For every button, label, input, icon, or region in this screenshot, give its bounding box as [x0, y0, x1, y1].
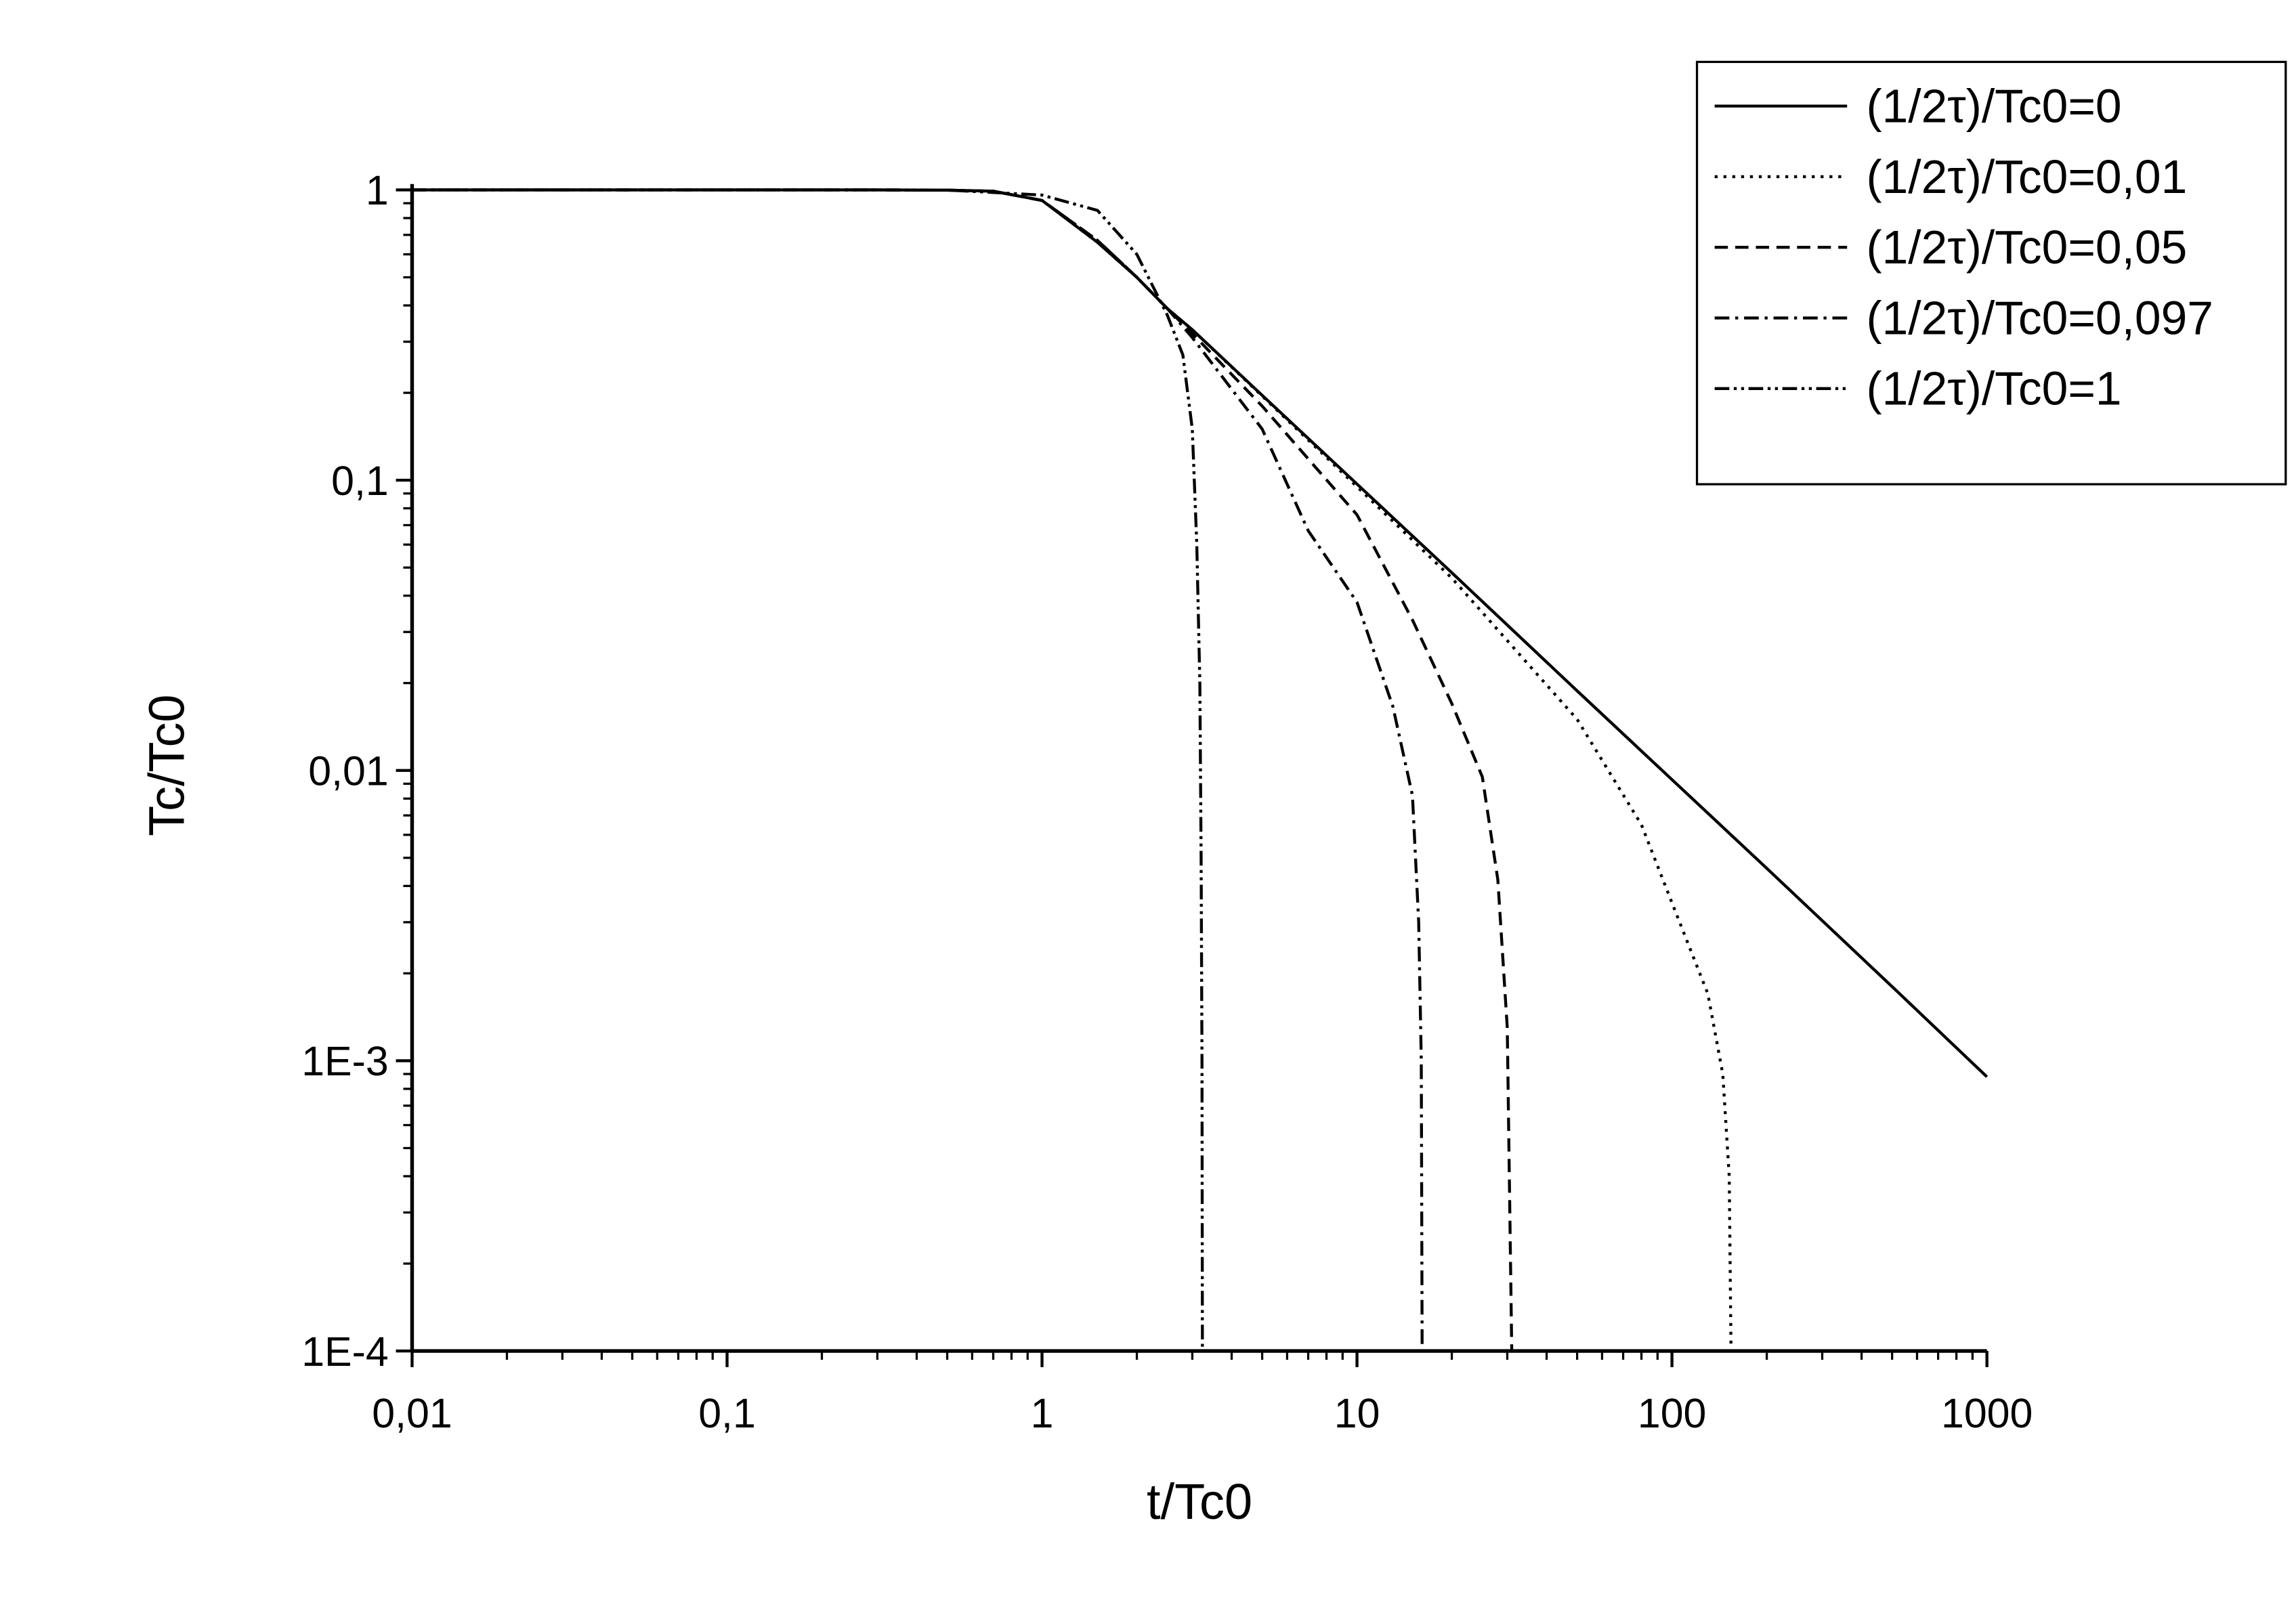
x-tick-label: 100 — [1638, 1390, 1707, 1436]
legend-label: (1/2τ)/Tc0=0,05 — [1866, 221, 2187, 274]
legend-label: (1/2τ)/Tc0=0,097 — [1866, 291, 2213, 344]
y-tick-label: 0,1 — [331, 458, 389, 504]
series-line — [412, 188, 1204, 1352]
y-tick-label: 1 — [366, 167, 389, 213]
legend-label: (1/2τ)/Tc0=0 — [1866, 80, 2121, 133]
y-tick-label: 1E-3 — [301, 1038, 389, 1084]
x-tick-label: 0,01 — [372, 1390, 452, 1436]
y-tick-label: 0,01 — [308, 748, 388, 794]
series-line — [412, 188, 1424, 1352]
y-axis-label: Tc/Tc0 — [139, 694, 195, 836]
legend-label: (1/2τ)/Tc0=0,01 — [1866, 150, 2187, 203]
x-tick-label: 0,1 — [698, 1390, 756, 1436]
legend-box — [1695, 60, 2287, 486]
x-tick-label: 10 — [1334, 1390, 1380, 1436]
x-tick-label: 1 — [1031, 1390, 1054, 1436]
x-axis-label: t/Tc0 — [1147, 1474, 1252, 1530]
legend-label: (1/2τ)/Tc0=1 — [1866, 362, 2121, 415]
x-tick-label: 1000 — [1941, 1390, 2033, 1436]
y-tick-label: 1E-4 — [301, 1329, 389, 1375]
